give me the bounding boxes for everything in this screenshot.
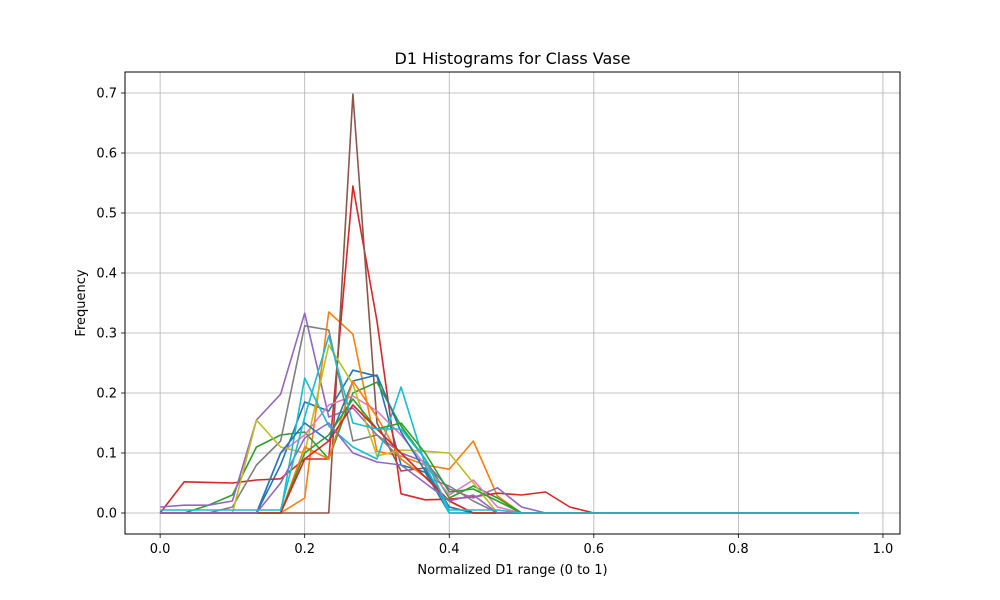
y-tick-label: 0.4: [96, 267, 117, 282]
y-tick-label: 0.7: [96, 87, 117, 102]
x-tick-label: 0.6: [583, 542, 604, 557]
y-axis-label: Frequency: [74, 269, 89, 336]
x-axis-label: Normalized D1 range (0 to 1): [417, 563, 607, 578]
series-group: [159, 93, 859, 514]
x-tick-label: 1.0: [873, 542, 894, 557]
y-tick-label: 0.1: [96, 447, 117, 462]
x-ticks: 0.0 0.2 0.4 0.6 0.8 1.0: [150, 534, 894, 557]
x-tick-label: 0.0: [150, 542, 171, 557]
chart-title: D1 Histograms for Class Vase: [395, 49, 631, 68]
x-tick-label: 0.8: [728, 542, 749, 557]
y-tick-label: 0.0: [96, 507, 117, 522]
y-tick-label: 0.6: [96, 147, 117, 162]
x-tick-label: 0.2: [294, 542, 315, 557]
series-line-16: [160, 335, 859, 514]
plot-frame: [124, 71, 901, 535]
x-tick-label: 0.4: [439, 542, 460, 557]
y-tick-label: 0.2: [96, 387, 117, 402]
y-tick-label: 0.3: [96, 327, 117, 342]
y-ticks: 0.0 0.1 0.2 0.3 0.4 0.5 0.6 0.7: [96, 87, 125, 522]
y-tick-label: 0.5: [96, 207, 117, 222]
